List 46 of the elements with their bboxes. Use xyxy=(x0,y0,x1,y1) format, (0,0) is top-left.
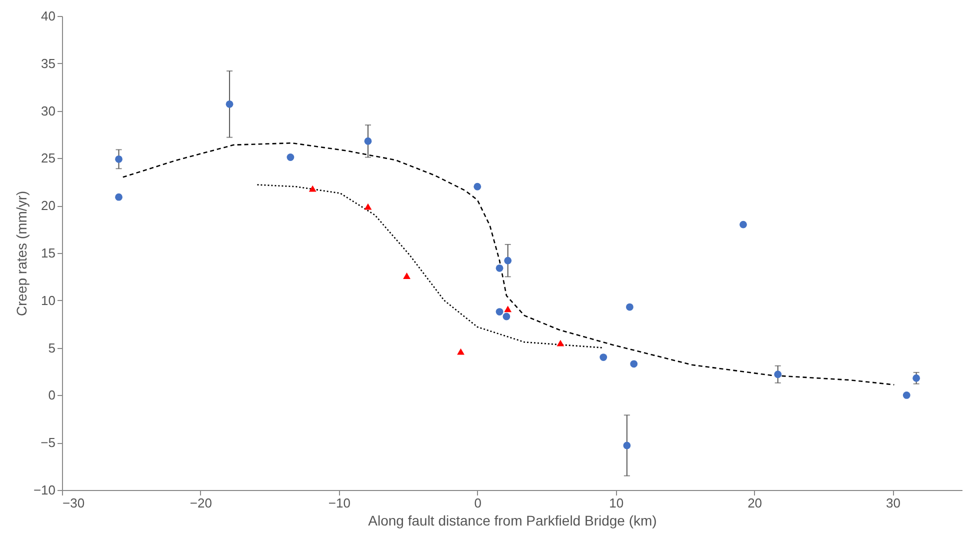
point xyxy=(308,185,316,192)
x-tick-label: 0 xyxy=(474,496,482,510)
line-series xyxy=(256,184,604,348)
y-tick-label: 10 xyxy=(41,292,56,308)
y-tick-label: 30 xyxy=(41,103,56,118)
x-tick-label: 10 xyxy=(609,496,624,510)
point xyxy=(364,203,372,210)
y-tick-label: 0 xyxy=(48,388,56,403)
point xyxy=(774,370,782,378)
point xyxy=(902,392,910,399)
point xyxy=(502,312,510,320)
point xyxy=(630,360,638,368)
point xyxy=(286,154,294,161)
y-axis-title: Creep rates (mm/yr) xyxy=(13,190,30,316)
point xyxy=(496,264,504,272)
line-series xyxy=(122,142,895,386)
y-tick-label: −5 xyxy=(40,435,56,450)
y-tick-label: 35 xyxy=(41,56,56,71)
y-tick-label: 5 xyxy=(48,340,56,356)
point xyxy=(403,272,410,279)
x-tick-label: −20 xyxy=(190,496,212,510)
point xyxy=(600,354,608,361)
point xyxy=(474,182,482,190)
y-tick-label: 15 xyxy=(41,246,56,260)
point xyxy=(912,374,920,382)
point xyxy=(496,308,504,316)
point xyxy=(364,137,372,145)
point xyxy=(115,193,122,201)
point xyxy=(457,348,464,355)
y-tick-label: −10 xyxy=(33,482,56,498)
point xyxy=(115,155,122,163)
x-tick-label: 30 xyxy=(886,496,901,510)
x-tick-label: −10 xyxy=(328,496,350,510)
point xyxy=(504,306,512,312)
point xyxy=(556,340,564,346)
x-tick-label: −30 xyxy=(62,496,85,510)
x-axis-title: Along fault distance from Parkfield Bridge (km) xyxy=(368,512,657,528)
y-tick-label: 20 xyxy=(41,198,56,214)
point xyxy=(504,256,512,264)
point xyxy=(226,100,234,108)
y-tick-label: 25 xyxy=(41,150,56,166)
point xyxy=(623,442,631,450)
point xyxy=(626,303,634,311)
point xyxy=(740,220,747,228)
x-tick-label: 20 xyxy=(748,496,762,510)
y-tick-label: 40 xyxy=(41,8,56,24)
